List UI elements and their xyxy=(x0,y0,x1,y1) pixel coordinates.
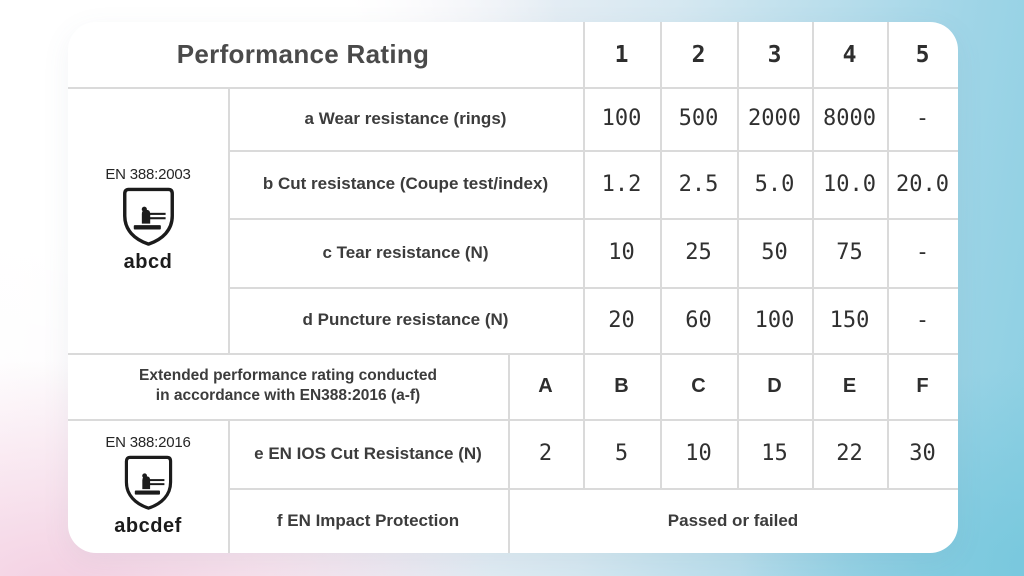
grid-line xyxy=(228,488,958,490)
col-header-2: 2 xyxy=(691,41,706,68)
performance-rating-card: Performance Rating 1 2 3 4 5 a Wear resi… xyxy=(68,22,958,553)
grid-line xyxy=(68,353,958,355)
row-label-impact: f EN Impact Protection xyxy=(276,510,460,530)
ext-col-header-B: B xyxy=(614,374,629,397)
col-header-5: 5 xyxy=(915,41,930,68)
cell-tear-5: - xyxy=(915,240,930,265)
cell-wear-1: 100 xyxy=(601,106,642,131)
cell-wear-4: 8000 xyxy=(823,106,876,131)
extended-heading: Extended performance rating conducted in… xyxy=(68,353,508,419)
cell-wear-3: 2000 xyxy=(748,106,801,131)
en388-2003-badge: EN 388:2003 abcd xyxy=(68,87,228,353)
cell-puncture-5: - xyxy=(915,307,930,333)
grid-line xyxy=(737,22,739,488)
cell-cut-2: 2.5 xyxy=(678,171,719,197)
row-label-tear: c Tear resistance (N) xyxy=(322,242,489,262)
ext-col-header-F: F xyxy=(916,374,929,397)
col-header-3: 3 xyxy=(767,41,782,68)
en388-2016-code: abcdef xyxy=(114,515,182,537)
cell-isocut-A: 2 xyxy=(538,441,553,466)
cell-cut-1: 1.2 xyxy=(601,171,642,197)
cell-tear-4: 75 xyxy=(836,240,863,265)
cell-isocut-F: 30 xyxy=(909,441,936,466)
cell-isocut-E: 22 xyxy=(836,441,863,466)
cell-puncture-4: 150 xyxy=(829,307,870,333)
row-label-wear: a Wear resistance (rings) xyxy=(304,108,507,128)
ext-col-header-E: E xyxy=(842,374,857,397)
cell-isocut-B: 5 xyxy=(614,441,629,466)
cell-puncture-2: 60 xyxy=(685,307,712,333)
cell-tear-2: 25 xyxy=(685,240,712,265)
en388-shield-hammer-icon xyxy=(124,455,172,510)
grid-line xyxy=(68,87,958,89)
col-header-1: 1 xyxy=(614,41,629,68)
grid-line xyxy=(583,22,585,488)
grid-line xyxy=(887,22,889,488)
en388-2003-standard-label: EN 388:2003 xyxy=(105,166,191,183)
grid-line xyxy=(508,353,510,553)
row-label-cut: b Cut resistance (Coupe test/index) xyxy=(262,174,549,193)
cell-puncture-1: 20 xyxy=(608,307,635,333)
grid-line xyxy=(660,22,662,488)
grid-line xyxy=(812,22,814,488)
grid-line xyxy=(228,87,230,353)
grid-line xyxy=(228,287,958,289)
cell-cut-3: 5.0 xyxy=(754,171,795,197)
grid-line xyxy=(228,419,230,553)
en388-2016-badge: EN 388:2016 abcdef xyxy=(68,419,228,553)
cell-impact-result: Passed or failed xyxy=(667,510,799,530)
ext-col-header-A: A xyxy=(538,374,553,397)
en388-shield-hammer-icon xyxy=(122,187,174,246)
cell-cut-5: 20.0 xyxy=(896,171,949,197)
grid-line xyxy=(228,218,958,220)
cell-cut-4: 10.0 xyxy=(823,171,876,197)
en388-2016-standard-label: EN 388:2016 xyxy=(105,434,191,451)
col-header-4: 4 xyxy=(842,41,857,68)
ext-col-header-D: D xyxy=(767,374,782,397)
grid-line xyxy=(228,150,958,152)
cell-wear-5: - xyxy=(915,106,930,131)
cell-isocut-C: 10 xyxy=(685,441,712,466)
extended-heading-line1: Extended performance rating conducted xyxy=(139,367,437,384)
row-label-iso-cut: e EN IOS Cut Resistance (N) xyxy=(254,443,482,463)
ext-col-header-C: C xyxy=(691,374,706,397)
grid-line xyxy=(68,419,958,421)
cell-puncture-3: 100 xyxy=(754,307,795,333)
cell-isocut-D: 15 xyxy=(761,441,788,466)
extended-heading-line2: in accordance with EN388:2016 (a-f) xyxy=(155,387,421,404)
cell-tear-1: 10 xyxy=(608,240,635,265)
en388-2003-code: abcd xyxy=(123,251,173,273)
row-label-puncture: d Puncture resistance (N) xyxy=(302,310,509,329)
cell-wear-2: 500 xyxy=(678,106,719,131)
cell-tear-3: 50 xyxy=(761,240,788,265)
table-title: Performance Rating xyxy=(176,39,430,69)
